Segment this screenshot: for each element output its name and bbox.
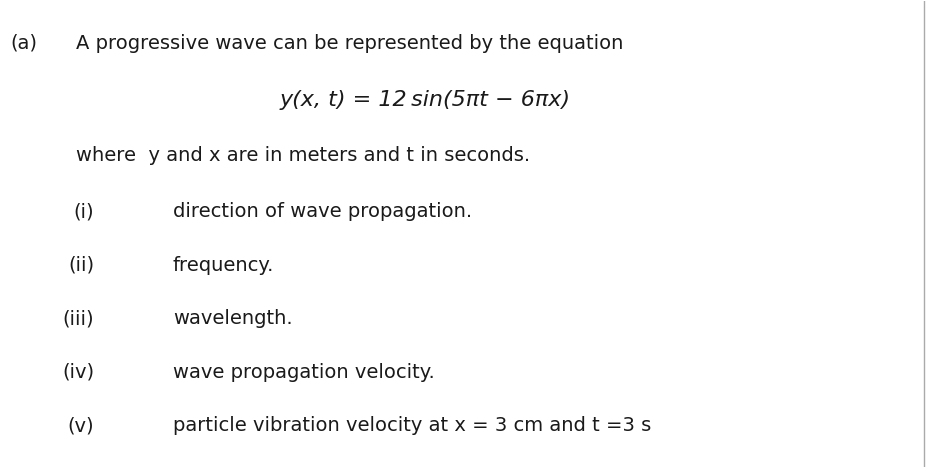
Text: (i): (i)	[73, 203, 94, 221]
Text: frequency.: frequency.	[173, 256, 274, 275]
Text: y(x, t) = 12 sin(5πt − 6πx): y(x, t) = 12 sin(5πt − 6πx)	[280, 90, 571, 110]
Text: (iv): (iv)	[62, 363, 94, 382]
Text: where  y and x are in meters and t in seconds.: where y and x are in meters and t in sec…	[75, 146, 530, 165]
Text: (ii): (ii)	[68, 256, 94, 275]
Text: wavelength.: wavelength.	[173, 309, 293, 329]
Text: (v): (v)	[68, 417, 94, 436]
Text: A progressive wave can be represented by the equation: A progressive wave can be represented by…	[75, 34, 623, 53]
Text: (iii): (iii)	[62, 309, 94, 329]
Text: particle vibration velocity at x = 3 cm and t =3 s: particle vibration velocity at x = 3 cm …	[173, 417, 651, 436]
Text: direction of wave propagation.: direction of wave propagation.	[173, 203, 472, 221]
Text: (a): (a)	[10, 34, 37, 53]
Text: wave propagation velocity.: wave propagation velocity.	[173, 363, 434, 382]
